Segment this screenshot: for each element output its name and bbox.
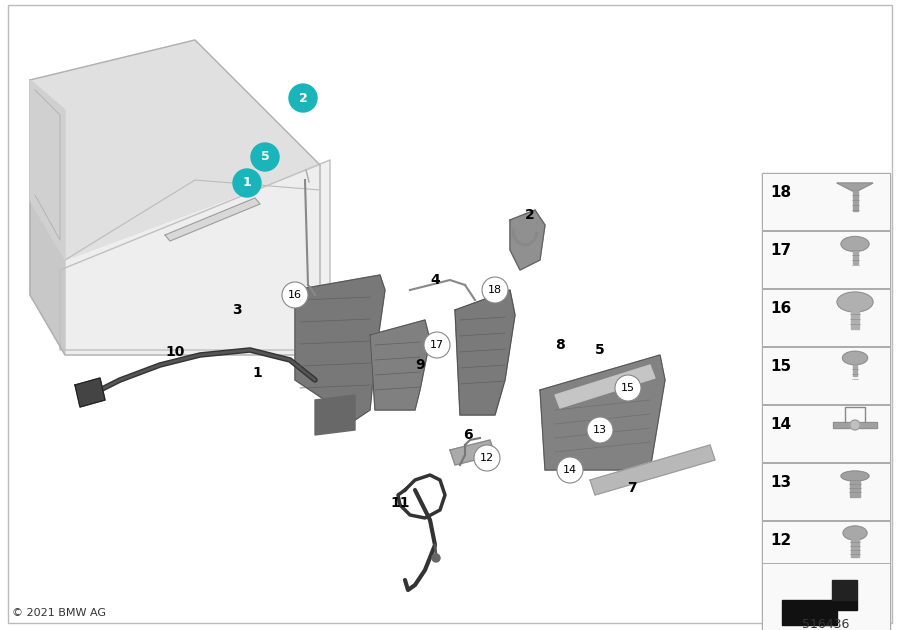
Circle shape [850, 420, 860, 430]
Polygon shape [450, 440, 495, 465]
FancyBboxPatch shape [762, 173, 890, 630]
Text: 6: 6 [464, 428, 472, 442]
FancyBboxPatch shape [762, 173, 890, 230]
Text: 16: 16 [288, 290, 302, 300]
FancyBboxPatch shape [762, 231, 890, 288]
Text: 11: 11 [391, 496, 410, 510]
Polygon shape [315, 395, 355, 435]
Text: 5: 5 [595, 343, 605, 357]
FancyBboxPatch shape [762, 463, 890, 520]
Polygon shape [851, 311, 859, 329]
Text: 1: 1 [243, 176, 251, 190]
Text: 12: 12 [770, 533, 791, 548]
Ellipse shape [837, 292, 873, 312]
Polygon shape [540, 355, 665, 470]
Circle shape [289, 84, 317, 112]
Text: 2: 2 [299, 91, 308, 105]
Polygon shape [75, 378, 105, 407]
Circle shape [615, 375, 641, 401]
FancyBboxPatch shape [762, 563, 890, 630]
Polygon shape [833, 422, 877, 428]
Circle shape [233, 169, 261, 197]
Text: 4: 4 [430, 273, 440, 287]
Polygon shape [30, 80, 65, 355]
Circle shape [482, 277, 508, 303]
Polygon shape [851, 539, 859, 557]
Text: 18: 18 [770, 185, 791, 200]
Text: 2: 2 [525, 208, 535, 222]
Polygon shape [852, 191, 858, 211]
Text: 14: 14 [770, 417, 791, 432]
Circle shape [432, 554, 440, 562]
Circle shape [474, 445, 500, 471]
Polygon shape [65, 165, 320, 355]
Polygon shape [510, 210, 545, 270]
Circle shape [424, 332, 450, 358]
Circle shape [587, 417, 613, 443]
Circle shape [557, 457, 583, 483]
Text: 17: 17 [430, 340, 444, 350]
FancyBboxPatch shape [762, 289, 890, 346]
Text: 7: 7 [627, 481, 637, 495]
Polygon shape [165, 198, 260, 241]
Text: 13: 13 [770, 475, 791, 490]
Polygon shape [853, 358, 857, 376]
Polygon shape [30, 80, 65, 260]
Text: 1: 1 [252, 366, 262, 380]
Polygon shape [832, 580, 857, 600]
Text: 15: 15 [621, 383, 635, 393]
Text: 12: 12 [480, 453, 494, 463]
Polygon shape [782, 600, 857, 625]
Polygon shape [455, 290, 515, 415]
Circle shape [282, 282, 308, 308]
Polygon shape [852, 244, 858, 264]
Text: 516436: 516436 [802, 618, 850, 630]
Ellipse shape [842, 352, 868, 365]
FancyBboxPatch shape [762, 347, 890, 404]
Text: 5: 5 [261, 151, 269, 164]
Polygon shape [555, 365, 655, 408]
Circle shape [251, 143, 279, 171]
Text: 8: 8 [555, 338, 565, 352]
Polygon shape [850, 476, 860, 497]
Text: 16: 16 [770, 301, 791, 316]
Ellipse shape [841, 471, 869, 481]
Text: 15: 15 [770, 359, 791, 374]
Text: 14: 14 [562, 465, 577, 475]
Text: 17: 17 [770, 243, 791, 258]
Text: 3: 3 [232, 303, 242, 317]
Polygon shape [837, 183, 873, 191]
Polygon shape [295, 275, 385, 420]
Text: 9: 9 [415, 358, 425, 372]
FancyBboxPatch shape [762, 405, 890, 462]
Polygon shape [370, 320, 430, 410]
Ellipse shape [843, 526, 867, 540]
Polygon shape [590, 445, 715, 495]
FancyBboxPatch shape [762, 521, 890, 578]
Text: 18: 18 [488, 285, 502, 295]
Polygon shape [60, 160, 330, 350]
Text: 10: 10 [166, 345, 184, 359]
Polygon shape [60, 185, 315, 345]
Polygon shape [30, 40, 320, 260]
Text: © 2021 BMW AG: © 2021 BMW AG [12, 608, 106, 618]
Text: 13: 13 [593, 425, 607, 435]
Ellipse shape [841, 236, 869, 251]
